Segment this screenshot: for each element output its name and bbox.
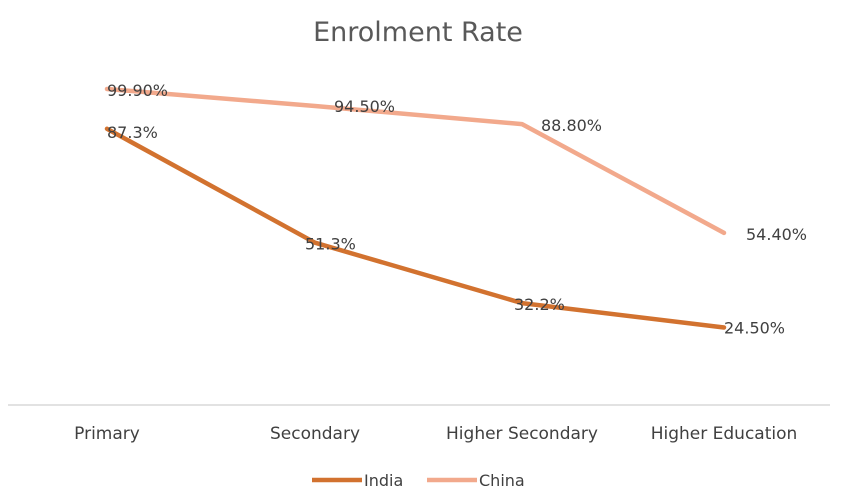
data-label-india: 32.2% bbox=[514, 295, 565, 314]
x-axis-ticks: Primary Secondary Higher Secondary Higher E… bbox=[74, 424, 797, 444]
x-tick-label: Higher Secondary bbox=[446, 424, 598, 444]
data-label-india: 87.3% bbox=[107, 123, 158, 142]
chart-title: Enrolment Rate bbox=[313, 17, 523, 48]
data-label-india: 24.50% bbox=[724, 318, 785, 337]
legend-label-india: India bbox=[364, 471, 403, 490]
legend: India China bbox=[312, 471, 525, 490]
series-line-india bbox=[104, 126, 727, 330]
data-label-china: 99.90% bbox=[107, 81, 168, 100]
legend-label-china: China bbox=[479, 471, 525, 490]
x-tick-label: Primary bbox=[74, 424, 140, 444]
data-label-china: 54.40% bbox=[746, 225, 807, 244]
data-label-china: 94.50% bbox=[334, 97, 395, 116]
data-labels: 87.3% 51.3% 32.2% 24.50% 99.90% 94.50% 88.80% 5… bbox=[107, 81, 807, 338]
x-tick-label: Higher Education bbox=[651, 424, 798, 444]
data-label-china: 88.80% bbox=[541, 116, 602, 135]
series-lines bbox=[104, 86, 727, 330]
series-line-china bbox=[104, 86, 727, 236]
x-tick-label: Secondary bbox=[270, 424, 360, 444]
data-label-india: 51.3% bbox=[305, 235, 356, 254]
